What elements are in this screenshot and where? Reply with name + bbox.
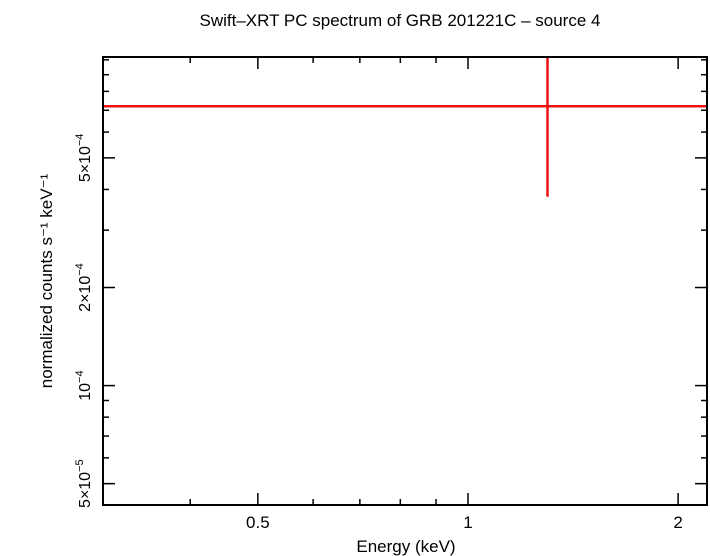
plot-area: 0.5 1 2 5×10−5 10−4 2×10−4 5×10−4 (74, 57, 707, 532)
x-tick-label: 2 (673, 513, 682, 532)
y-tick-label: 5×10−5 (74, 459, 94, 508)
y-axis-label: normalized counts s⁻¹ keV⁻¹ (37, 173, 56, 388)
plot-frame (102, 56, 708, 506)
x-axis-label: Energy (keV) (356, 537, 455, 556)
y-tick-label: 2×10−4 (74, 263, 94, 312)
y-tick-label: 10−4 (74, 370, 94, 400)
y-tick-label: 5×10−4 (74, 134, 94, 183)
x-tick-label: 1 (463, 513, 472, 532)
x-tick-label: 0.5 (246, 513, 270, 532)
chart-title: Swift–XRT PC spectrum of GRB 201221C – s… (200, 11, 601, 30)
